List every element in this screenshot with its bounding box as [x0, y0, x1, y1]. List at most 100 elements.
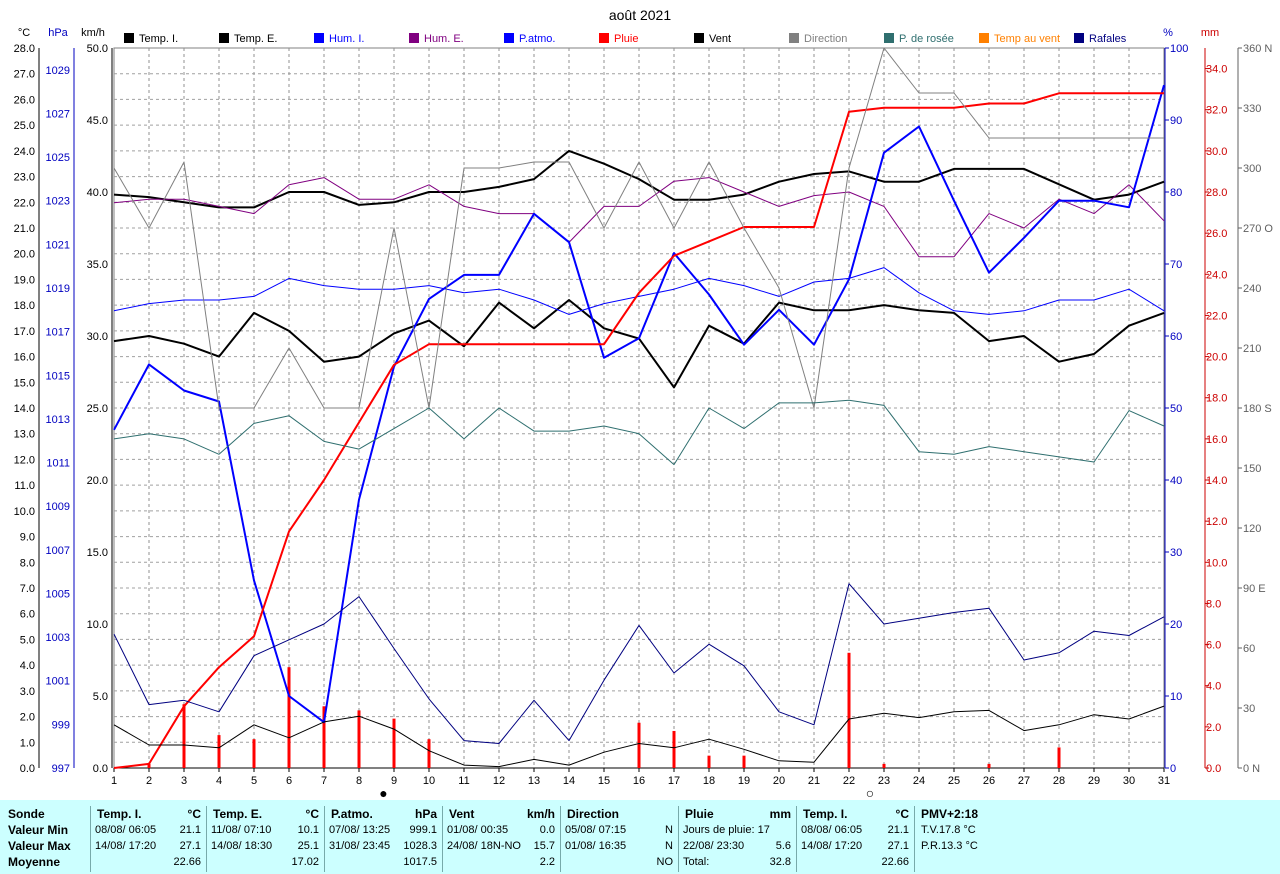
legend-swatch: [979, 33, 989, 43]
series-line: [113, 84, 1165, 724]
x-tick-label: 26: [983, 775, 995, 787]
x-tick-label: 28: [1053, 775, 1065, 787]
legend-label: Vent: [709, 33, 731, 45]
stats-block: Pluie mm Jours de pluie: 17 22/08/ 23:30 5.6…: [678, 806, 795, 872]
wind_kmh-axis-unit: km/h: [81, 27, 105, 39]
temp_c-tick-label: 14.0: [14, 403, 35, 415]
humidity_pct-tick-label: 20: [1170, 619, 1182, 631]
wind_kmh-tick-label: 45.0: [87, 115, 108, 127]
row-label-min: Valeur Min: [8, 823, 69, 837]
direction_deg-tick-label: 360 N: [1243, 43, 1272, 55]
stat-max-value: N: [665, 840, 673, 852]
rain_mm-axis-unit: mm: [1201, 27, 1219, 39]
daily-rain-bar: [147, 763, 151, 768]
wind_kmh-tick-label: 15.0: [87, 547, 108, 559]
direction_deg-tick-label: 0 N: [1243, 763, 1260, 775]
daily-rain-bar: [637, 722, 641, 768]
legend-swatch: [504, 33, 514, 43]
legend-swatch: [599, 33, 609, 43]
temp_c-tick-label: 10.0: [14, 506, 35, 518]
wind_kmh-tick-label: 50.0: [87, 43, 108, 55]
stats-block: Temp. I. °C 08/08/ 06:05 21.1 14/08/ 17:20 27…: [796, 806, 913, 872]
moon-phase-marker: ○: [866, 785, 874, 800]
series-lines: [113, 47, 1165, 769]
temp_c-tick-label: 26.0: [14, 94, 35, 106]
stat-min-time: Jours de pluie: 17: [683, 824, 770, 836]
daily-rain-bar: [672, 730, 676, 768]
temp_c-tick-label: 1.0: [20, 737, 35, 749]
chart-axes: 1 2 3 4 5 6 7 8 9 10 11 12 13 14 15 16 17 18 19 20 21 22 23 24 2…: [14, 27, 1274, 800]
x-tick-label: 6: [286, 775, 292, 787]
pressure_hpa-tick-label: 1003: [46, 632, 70, 644]
pmv-title: PMV+2:18: [921, 807, 979, 821]
pressure_hpa-tick-label: 1027: [46, 108, 70, 120]
stat-avg-value: 2.2: [539, 856, 555, 868]
stat-min-time: 07/08/ 13:25: [329, 824, 391, 836]
series-line: [113, 267, 1165, 315]
stat-max-value: 5.6: [775, 840, 791, 852]
daily-rain-bars: [147, 652, 1061, 768]
chart-grid: [113, 47, 1165, 769]
temp_c-tick-label: 15.0: [14, 377, 35, 389]
stat-unit: hPa: [414, 807, 437, 821]
stat-min-time: 11/08/ 07:10: [211, 824, 272, 836]
stats-block: Temp. I. °C 08/08/ 06:05 21.1 14/08/ 17:20 27…: [90, 806, 205, 872]
series-line: [113, 583, 1165, 744]
stat-max-time: 22/08/ 23:30: [683, 840, 745, 852]
legend-label: Hum. I.: [329, 33, 364, 45]
stat-unit: mm: [769, 807, 791, 821]
series-line: [113, 177, 1165, 258]
direction_deg-tick-label: 30: [1243, 703, 1255, 715]
pressure_hpa-tick-label: 1009: [46, 501, 70, 513]
legend-label: Hum. E.: [424, 33, 464, 45]
stat-unit: km/h: [526, 807, 555, 821]
stat-unit: °C: [187, 807, 201, 821]
humidity_pct-tick-label: 30: [1170, 547, 1182, 559]
pressure_hpa-tick-label: 1005: [46, 588, 70, 600]
stats-panel: Sonde Valeur Min Valeur Max Moyenne Temp…: [0, 800, 1280, 874]
stats-pmv: PMV+2:18 T.V.17.8 °C P.R.13.3 °C: [914, 806, 1075, 872]
row-label-avg: Moyenne: [8, 855, 61, 869]
stat-avg-value: NO: [656, 856, 674, 868]
stat-title: Direction: [567, 807, 620, 821]
stat-avg-value: 22.66: [173, 856, 201, 868]
rain_mm-tick-label: 4.0: [1206, 681, 1221, 693]
legend-label: P. de rosée: [899, 33, 954, 45]
legend-swatch: [694, 33, 704, 43]
pressure_hpa-tick-label: 1011: [46, 458, 70, 470]
humidity_pct-axis-unit: %: [1163, 27, 1173, 39]
rain_mm-tick-label: 14.0: [1206, 475, 1227, 487]
pressure_hpa-tick-label: 1023: [46, 196, 70, 208]
temp_c-tick-label: 16.0: [14, 352, 35, 364]
stat-min-value: 999.1: [409, 824, 437, 836]
legend-label: Temp. E.: [234, 33, 277, 45]
temp_c-tick-label: 8.0: [20, 557, 35, 569]
pressure_hpa-tick-label: 1021: [46, 239, 70, 251]
temp_c-tick-label: 11.0: [14, 480, 35, 492]
direction_deg-tick-label: 270 O: [1243, 223, 1273, 235]
x-tick-label: 24: [913, 775, 925, 787]
direction_deg-tick-label: 150: [1243, 463, 1261, 475]
daily-rain-bar: [182, 704, 186, 768]
series-line: [113, 149, 1165, 209]
humidity_pct-tick-label: 40: [1170, 475, 1182, 487]
daily-rain-bar: [427, 739, 431, 768]
rain_mm-tick-label: 30.0: [1206, 146, 1227, 158]
daily-rain-bar: [742, 755, 746, 768]
stat-min-time: 01/08/ 00:35: [447, 824, 509, 836]
rain_mm-tick-label: 0.0: [1206, 763, 1221, 775]
x-tick-label: 22: [843, 775, 855, 787]
stats-block: P.atmo. hPa 07/08/ 13:25 999.1 31/08/ 23:45 1…: [324, 806, 441, 872]
pressure_hpa-tick-label: 1007: [46, 545, 70, 557]
stat-max-time: 01/08/ 16:35: [565, 840, 627, 852]
stats-block: Temp. E. °C 11/08/ 07:10 10.1 14/08/ 18:30 25…: [206, 806, 323, 872]
stats-block: Direction 05/08/ 07:15 N 01/08/ 16:35 N NO: [560, 806, 677, 872]
legend-label: Temp. I.: [139, 33, 178, 45]
chart-title: août 2021: [609, 7, 671, 23]
stat-max-value: 27.1: [887, 840, 909, 852]
humidity_pct-tick-label: 60: [1170, 331, 1182, 343]
rain_mm-tick-label: 26.0: [1206, 228, 1227, 240]
stat-min-value: N: [665, 824, 673, 836]
temp_c-tick-label: 13.0: [14, 429, 35, 441]
temp_c-tick-label: 25.0: [14, 120, 35, 132]
